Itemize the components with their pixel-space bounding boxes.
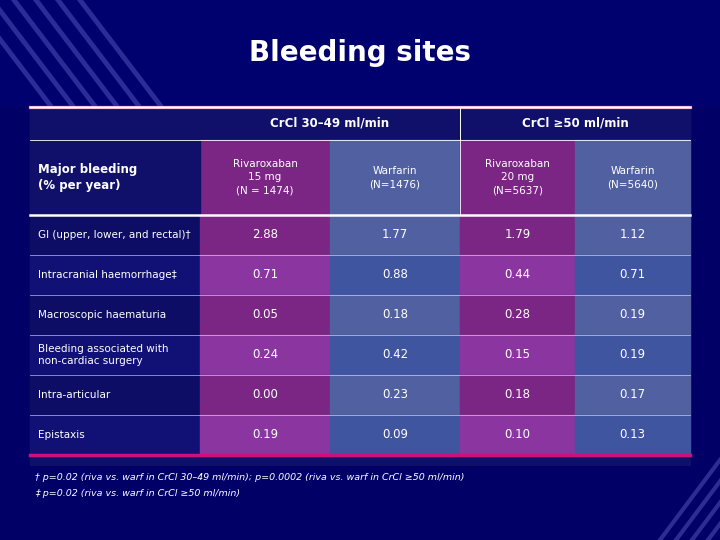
Bar: [330, 255, 460, 295]
Text: 0.17: 0.17: [619, 388, 646, 402]
Bar: [330, 215, 460, 255]
Bar: [200, 140, 330, 215]
Bar: [460, 375, 575, 415]
Bar: [30, 255, 200, 295]
Text: Macroscopic haematuria: Macroscopic haematuria: [38, 310, 166, 320]
Bar: [200, 415, 330, 455]
Bar: [30, 140, 200, 215]
Bar: [460, 415, 575, 455]
Text: 0.18: 0.18: [505, 388, 531, 402]
Text: CrCl ≥50 ml/min: CrCl ≥50 ml/min: [521, 117, 629, 130]
Bar: [460, 295, 575, 335]
Text: 0.05: 0.05: [252, 308, 278, 321]
Bar: [460, 335, 575, 375]
Bar: [330, 335, 460, 375]
Bar: [30, 215, 200, 255]
Bar: [330, 140, 460, 215]
Bar: [575, 140, 690, 215]
Text: 0.00: 0.00: [252, 388, 278, 402]
Bar: [30, 107, 690, 465]
Text: Rivaroxaban
20 mg
(N=5637): Rivaroxaban 20 mg (N=5637): [485, 159, 550, 195]
Bar: [30, 375, 200, 415]
Text: 0.19: 0.19: [252, 429, 278, 442]
Text: Rivaroxaban
15 mg
(N = 1474): Rivaroxaban 15 mg (N = 1474): [233, 159, 297, 195]
Bar: [200, 295, 330, 335]
Bar: [460, 255, 575, 295]
Text: 0.88: 0.88: [382, 268, 408, 281]
Bar: [575, 255, 690, 295]
Text: Epistaxis: Epistaxis: [38, 430, 85, 440]
Bar: [200, 375, 330, 415]
Bar: [200, 255, 330, 295]
Text: † p=0.02 (riva vs. warf in CrCl 30–49 ml/min); p=0.0002 (riva vs. warf in CrCl ≥: † p=0.02 (riva vs. warf in CrCl 30–49 ml…: [35, 473, 464, 482]
Text: 0.28: 0.28: [505, 308, 531, 321]
Text: 1.12: 1.12: [619, 228, 646, 241]
Text: 0.18: 0.18: [382, 308, 408, 321]
Bar: [575, 295, 690, 335]
Bar: [0, 0, 720, 105]
Text: 1.79: 1.79: [505, 228, 531, 241]
Text: Bleeding associated with
non-cardiac surgery: Bleeding associated with non-cardiac sur…: [38, 344, 168, 366]
Text: Intracranial haemorrhage‡: Intracranial haemorrhage‡: [38, 270, 176, 280]
Text: 0.42: 0.42: [382, 348, 408, 361]
Bar: [330, 375, 460, 415]
Text: 2.88: 2.88: [252, 228, 278, 241]
Text: 1.77: 1.77: [382, 228, 408, 241]
Bar: [575, 375, 690, 415]
Text: 0.10: 0.10: [505, 429, 531, 442]
Text: Bleeding sites: Bleeding sites: [249, 39, 471, 67]
Text: 0.19: 0.19: [619, 308, 646, 321]
Bar: [200, 335, 330, 375]
Bar: [575, 335, 690, 375]
Bar: [30, 335, 200, 375]
Text: Warfarin
(N=5640): Warfarin (N=5640): [607, 166, 658, 189]
Text: 0.13: 0.13: [619, 429, 646, 442]
Text: 0.19: 0.19: [619, 348, 646, 361]
Text: 0.15: 0.15: [505, 348, 531, 361]
Text: 0.24: 0.24: [252, 348, 278, 361]
Text: 0.09: 0.09: [382, 429, 408, 442]
Bar: [575, 415, 690, 455]
Text: GI (upper, lower, and rectal)†: GI (upper, lower, and rectal)†: [38, 230, 191, 240]
Bar: [460, 140, 575, 215]
Text: Intra-articular: Intra-articular: [38, 390, 110, 400]
Bar: [330, 295, 460, 335]
Text: Warfarin
(N=1476): Warfarin (N=1476): [369, 166, 420, 189]
Text: ‡ p=0.02 (riva vs. warf in CrCl ≥50 ml/min): ‡ p=0.02 (riva vs. warf in CrCl ≥50 ml/m…: [35, 489, 240, 498]
Text: 0.71: 0.71: [619, 268, 646, 281]
Bar: [200, 215, 330, 255]
Text: 0.71: 0.71: [252, 268, 278, 281]
Text: CrCl 30–49 ml/min: CrCl 30–49 ml/min: [271, 117, 390, 130]
Bar: [330, 415, 460, 455]
Text: 0.23: 0.23: [382, 388, 408, 402]
Text: 0.44: 0.44: [505, 268, 531, 281]
Bar: [30, 295, 200, 335]
Bar: [30, 415, 200, 455]
Bar: [30, 107, 690, 140]
Bar: [575, 215, 690, 255]
Text: Major bleeding
(% per year): Major bleeding (% per year): [38, 164, 138, 192]
Bar: [460, 215, 575, 255]
